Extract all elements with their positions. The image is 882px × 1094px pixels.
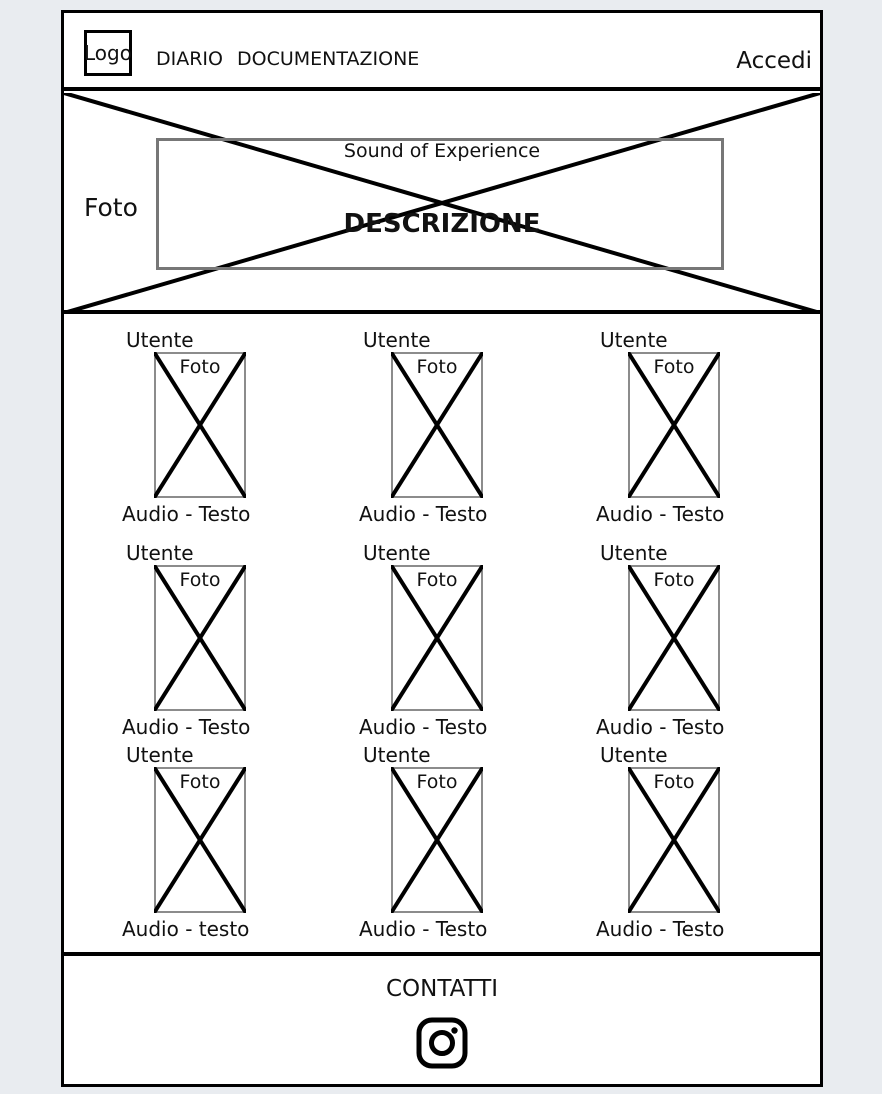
card-image-placeholder: Foto <box>154 565 246 711</box>
hero-divider <box>64 310 820 314</box>
card-caption[interactable]: Audio - Testo <box>359 917 488 941</box>
hero-text-box <box>156 138 724 270</box>
user-card[interactable]: Utente Foto Audio - Testo <box>122 328 296 528</box>
card-caption[interactable]: Audio - testo <box>122 917 250 941</box>
header-divider <box>64 87 820 91</box>
contacts-heading: CONTATTI <box>385 976 499 1002</box>
hero-image-label: Foto <box>84 193 138 222</box>
card-user-label: Utente <box>363 743 431 767</box>
card-caption[interactable]: Audio - Testo <box>122 502 251 526</box>
card-caption[interactable]: Audio - Testo <box>122 715 251 739</box>
card-image-placeholder: Foto <box>628 352 720 498</box>
card-caption[interactable]: Audio - Testo <box>596 502 725 526</box>
card-image-placeholder: Foto <box>391 767 483 913</box>
user-card[interactable]: Utente Foto Audio - Testo <box>359 743 533 943</box>
hero-image-placeholder <box>64 93 820 313</box>
card-user-label: Utente <box>600 541 668 565</box>
nav-link-diario[interactable]: DIARIO <box>156 48 223 70</box>
nav-link-documentazione[interactable]: DOCUMENTAZIONE <box>237 48 420 70</box>
hero-subtitle: Sound of Experience <box>343 140 541 162</box>
card-caption[interactable]: Audio - Testo <box>359 502 488 526</box>
card-image-placeholder: Foto <box>391 565 483 711</box>
card-user-label: Utente <box>600 328 668 352</box>
instagram-icon[interactable] <box>416 1017 468 1069</box>
user-card[interactable]: Utente Foto Audio - testo <box>122 743 296 943</box>
footer-divider <box>64 952 820 956</box>
card-image-label: Foto <box>653 569 695 591</box>
card-user-label: Utente <box>126 743 194 767</box>
card-caption[interactable]: Audio - Testo <box>596 715 725 739</box>
logo-label: Logo <box>84 41 132 65</box>
card-image-placeholder: Foto <box>154 352 246 498</box>
card-caption[interactable]: Audio - Testo <box>596 917 725 941</box>
user-card[interactable]: Utente Foto Audio - Testo <box>359 541 533 741</box>
logo[interactable]: Logo <box>84 30 132 76</box>
card-user-label: Utente <box>126 328 194 352</box>
card-image-label: Foto <box>179 771 221 793</box>
user-card[interactable]: Utente Foto Audio - Testo <box>122 541 296 741</box>
user-card[interactable]: Utente Foto Audio - Testo <box>359 328 533 528</box>
user-card[interactable]: Utente Foto Audio - Testo <box>596 328 770 528</box>
card-user-label: Utente <box>363 541 431 565</box>
card-user-label: Utente <box>126 541 194 565</box>
card-image-placeholder: Foto <box>391 352 483 498</box>
user-card[interactable]: Utente Foto Audio - Testo <box>596 541 770 741</box>
card-image-label: Foto <box>416 356 458 378</box>
card-user-label: Utente <box>363 328 431 352</box>
card-user-label: Utente <box>600 743 668 767</box>
card-image-placeholder: Foto <box>154 767 246 913</box>
hero-description: DESCRIZIONE <box>343 209 541 239</box>
card-image-label: Foto <box>653 771 695 793</box>
card-image-label: Foto <box>179 569 221 591</box>
card-image-label: Foto <box>653 356 695 378</box>
login-link[interactable]: Accedi <box>736 48 812 74</box>
user-card[interactable]: Utente Foto Audio - Testo <box>596 743 770 943</box>
card-image-placeholder: Foto <box>628 767 720 913</box>
card-caption[interactable]: Audio - Testo <box>359 715 488 739</box>
card-image-label: Foto <box>416 569 458 591</box>
card-image-label: Foto <box>179 356 221 378</box>
card-image-label: Foto <box>416 771 458 793</box>
wireframe-page: Logo DIARIO DOCUMENTAZIONE Accedi Sound … <box>61 10 823 1087</box>
card-image-placeholder: Foto <box>628 565 720 711</box>
